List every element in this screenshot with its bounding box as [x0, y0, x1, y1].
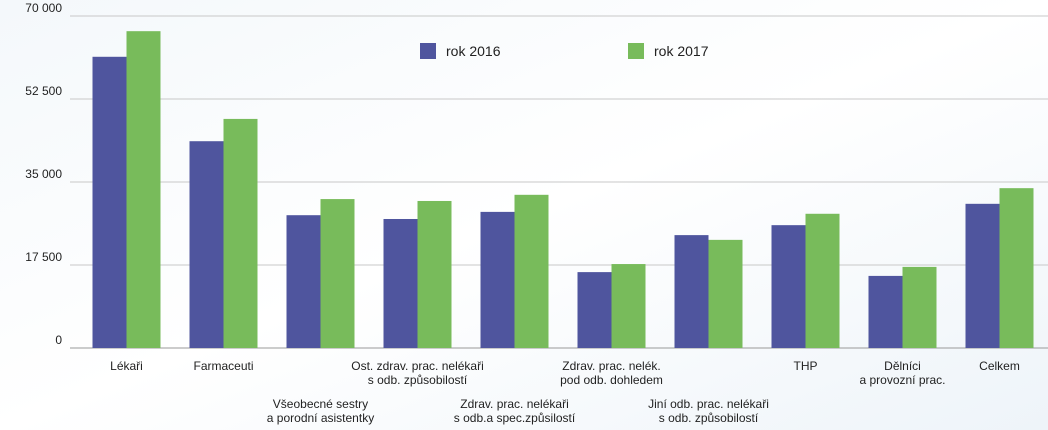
bar [514, 194, 549, 348]
bar [417, 200, 452, 348]
y-tick-label: 0 [55, 333, 62, 347]
y-tick-label: 17 500 [25, 250, 62, 264]
y-tick-label: 52 500 [25, 84, 62, 98]
x-tick-label: Celkem [979, 359, 1020, 373]
bar [92, 56, 127, 348]
bar [965, 203, 1000, 348]
x-tick-label: Ost. zdrav. prac. nelékaři s odb. způsobi… [351, 359, 484, 387]
x-tick-label: Jiní odb. prac. nelékaři s odb. způsobilo… [648, 397, 769, 425]
bar [189, 141, 224, 348]
bar [902, 266, 937, 348]
bar [674, 235, 709, 348]
x-tick-label: Dělníci a provozní prac. [859, 359, 945, 387]
legend-label: rok 2016 [446, 43, 501, 59]
bar [805, 213, 840, 348]
bar [611, 264, 646, 348]
bar [383, 218, 418, 348]
bar [999, 188, 1034, 348]
legend-swatch [420, 43, 436, 59]
bar [868, 275, 903, 348]
bar [577, 272, 612, 348]
x-tick-label: Lékaři [110, 359, 143, 373]
bar [286, 215, 321, 348]
x-tick-label: Zdrav. prac. nelékaři s odb.a spec.způsil… [454, 397, 576, 425]
x-tick-label: Všeobecné sestry a porodní asistentky [267, 397, 374, 425]
x-tick-label: Farmaceuti [193, 359, 253, 373]
legend-swatch [628, 43, 644, 59]
bar [126, 31, 161, 348]
bar [320, 199, 355, 348]
bar [708, 239, 743, 348]
bar [223, 118, 258, 348]
bar [480, 211, 515, 348]
bar [771, 225, 806, 348]
y-tick-label: 70 000 [25, 1, 62, 15]
x-tick-label: Zdrav. prac. nelék. pod odb. dohledem [560, 359, 663, 387]
legend-label: rok 2017 [654, 43, 709, 59]
x-tick-label: THP [794, 359, 818, 373]
y-tick-label: 35 000 [25, 167, 62, 181]
